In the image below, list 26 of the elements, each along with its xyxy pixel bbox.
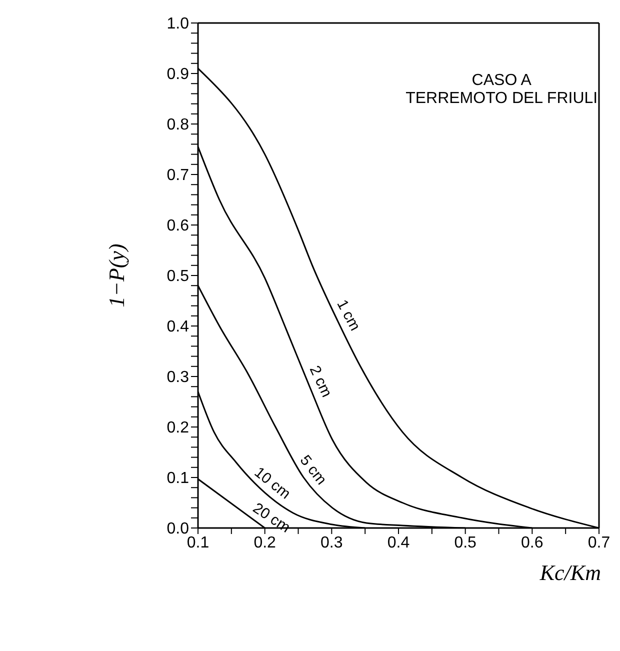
y-tick-label: 0.9 xyxy=(166,66,190,84)
text: 2 cm xyxy=(306,363,336,400)
y-tick-label: 0.6 xyxy=(166,218,190,235)
x-axis-title: Kc/Km xyxy=(538,560,601,585)
y-tick-label: 0.2 xyxy=(166,420,190,437)
annotation: TERREMOTO DEL FRIULI xyxy=(404,90,599,108)
x-tick-label: 0.2 xyxy=(254,534,276,552)
x-tick-label: 0.4 xyxy=(387,534,410,552)
x-tick-label: 0.3 xyxy=(320,534,343,552)
y-tick-label: 0.4 xyxy=(166,318,190,336)
text: 0.0 xyxy=(166,520,189,538)
y-tick-label: 1.0 xyxy=(166,16,190,33)
text: 1 cm xyxy=(333,296,364,334)
y-tick-label: 0.3 xyxy=(166,369,190,386)
y-axis-title: 1−P(y) xyxy=(104,244,129,308)
text: 5 cm xyxy=(296,452,330,488)
y-tick-label: 0.1 xyxy=(166,470,190,488)
y-tick-label: 0.7 xyxy=(166,167,190,184)
x-tick-label: 0.1 xyxy=(186,534,210,552)
annotation: CASO A xyxy=(470,72,532,90)
y-tick-label: 0.8 xyxy=(166,116,190,134)
text: 10 cm xyxy=(251,464,294,503)
y-tick-label: 0.5 xyxy=(166,268,190,286)
x-tick-label: 0.6 xyxy=(521,534,544,552)
x-tick-label: 0.5 xyxy=(454,534,477,552)
x-tick-label: 0.7 xyxy=(588,534,610,552)
